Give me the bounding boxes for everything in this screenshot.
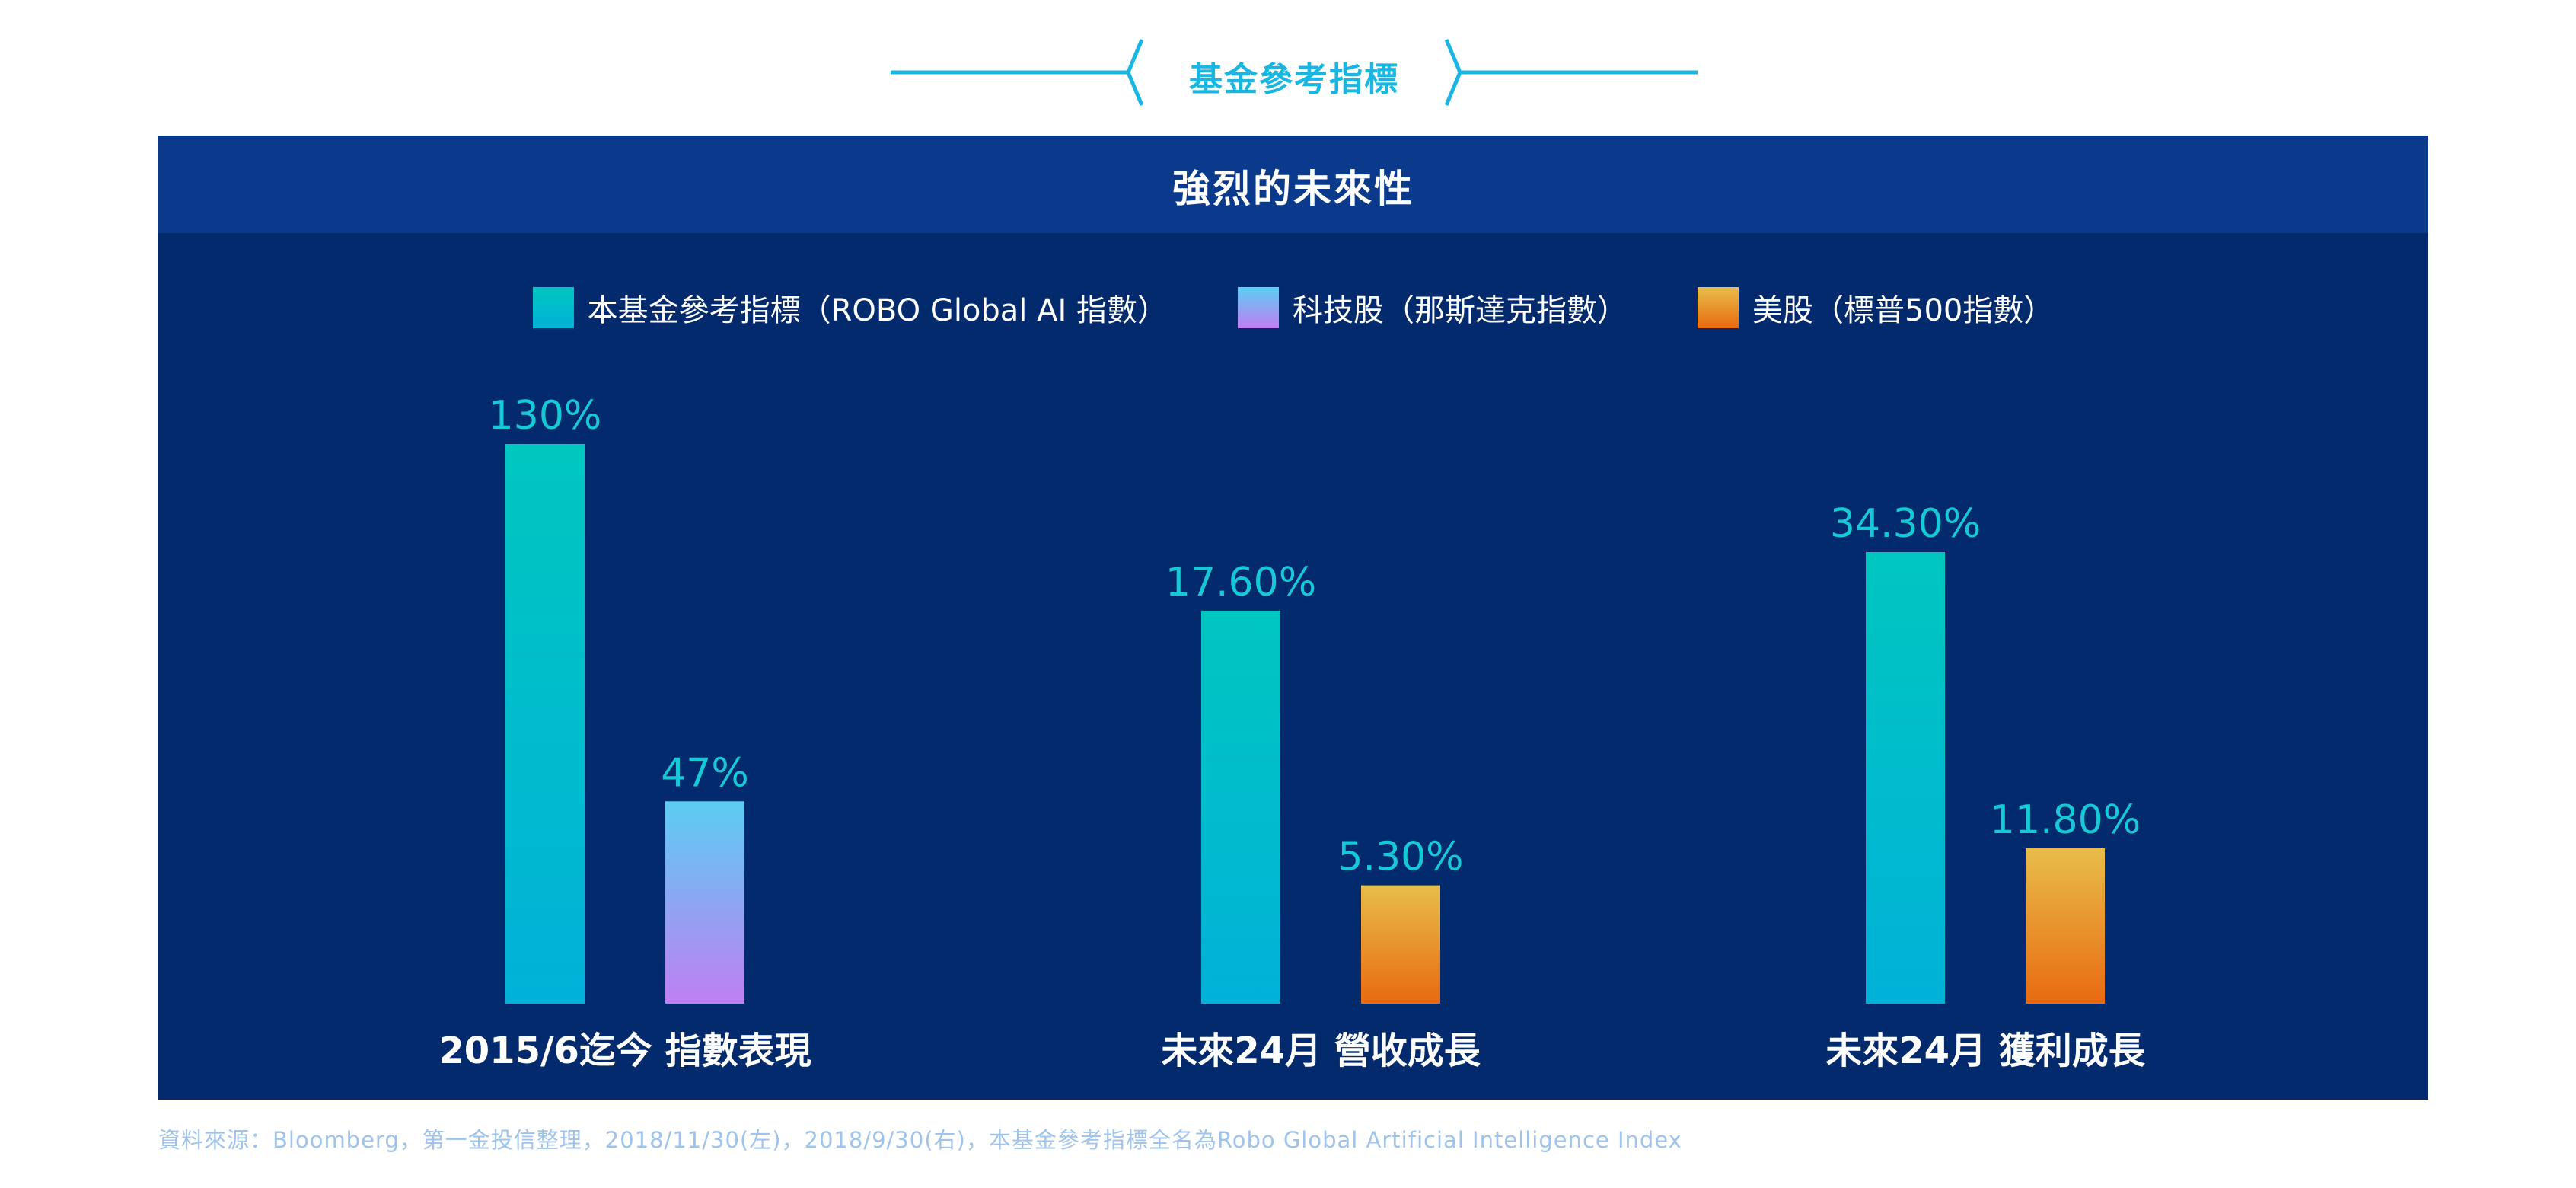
legend-item-robo: 本基金參考指標（ROBO Global AI 指數） — [532, 286, 1168, 330]
panel-header: 強烈的未來性 — [158, 136, 2428, 233]
chart-panel: 強烈的未來性 本基金參考指標（ROBO Global AI 指數） 科技股（那斯… — [158, 136, 2428, 1100]
bar-value-label: 11.80% — [1990, 797, 2141, 843]
category-label: 2015/6迄今 指數表現 — [438, 1030, 811, 1072]
bar-value-label: 34.30% — [1830, 501, 1981, 547]
bar-g2-s0 — [1866, 552, 1945, 1004]
bar-value-label: 130% — [489, 393, 602, 439]
bar-value-label: 5.30% — [1337, 835, 1463, 880]
chart-legend: 本基金參考指標（ROBO Global AI 指數） 科技股（那斯達克指數） 美… — [158, 285, 2428, 331]
section-header: 基金參考指標 — [891, 30, 1698, 114]
bar-g1-s2 — [1361, 885, 1440, 1004]
legend-swatch-nasdaq — [1238, 287, 1280, 328]
legend-label-robo: 本基金參考指標（ROBO Global AI 指數） — [587, 293, 1168, 328]
category-label: 未來24月 獲利成長 — [1825, 1030, 2146, 1072]
legend-label-nasdaq: 科技股（那斯達克指數） — [1293, 293, 1628, 328]
legend-swatch-robo — [532, 287, 574, 328]
bar-g0-s0 — [505, 444, 585, 1004]
bar-value-label: 17.60% — [1165, 560, 1316, 605]
source-note: 資料來源：Bloomberg，第一金投信整理，2018/11/30(左)，201… — [158, 1127, 1682, 1153]
section-title: 基金參考指標 — [1189, 60, 1399, 99]
header-bracket-decoration — [891, 39, 1698, 106]
bar-value-label: 47% — [661, 750, 749, 796]
bar-g0-s1 — [665, 801, 744, 1004]
legend-item-sp500: 美股（標普500指數） — [1698, 286, 2054, 330]
bar-g2-s2 — [2026, 848, 2105, 1004]
legend-item-nasdaq: 科技股（那斯達克指數） — [1238, 286, 1628, 330]
panel-title: 強烈的未來性 — [1172, 167, 1414, 211]
bar-g1-s0 — [1201, 611, 1280, 1004]
legend-swatch-sp500 — [1698, 287, 1739, 328]
category-label: 未來24月 營收成長 — [1161, 1030, 1481, 1072]
bar-chart: 130% 47% 2015/6迄今 指數表現 17.60% 5.30% 未來24月 營收成… — [438, 393, 2146, 1072]
legend-label-sp500: 美股（標普500指數） — [1752, 293, 2055, 328]
